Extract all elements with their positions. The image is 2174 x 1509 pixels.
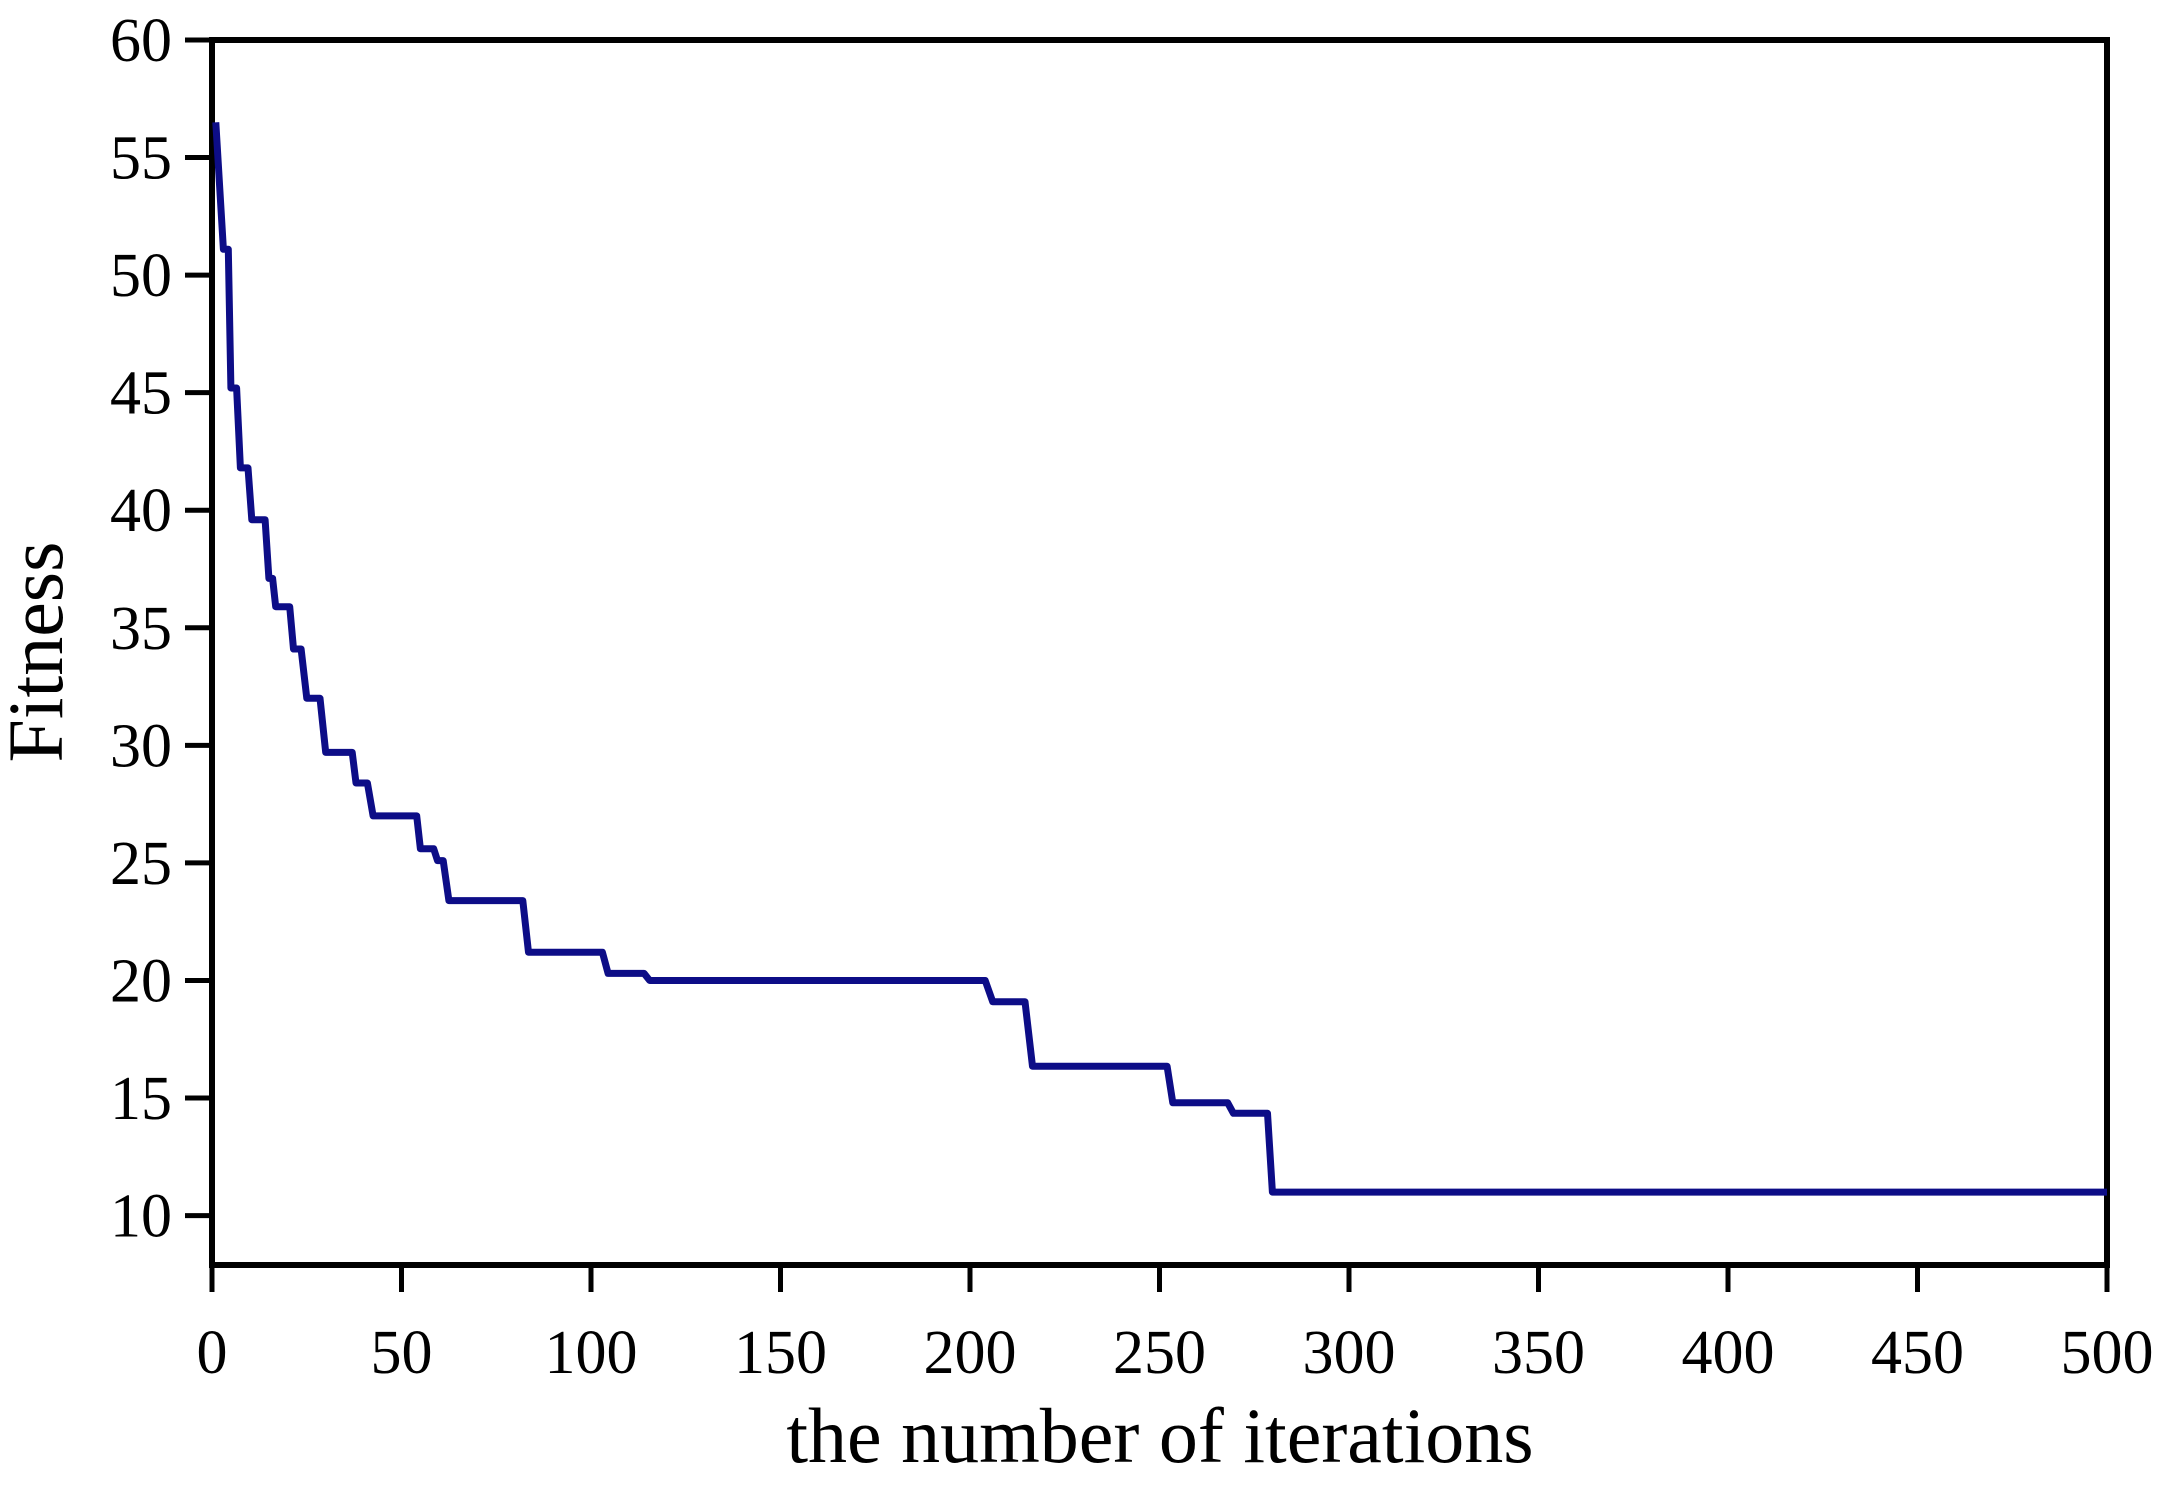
x-tick-label: 350 — [1492, 1319, 1585, 1387]
plot-frame — [209, 37, 2110, 1268]
y-tick-label: 10 — [110, 1183, 172, 1251]
x-tick-label: 50 — [371, 1319, 433, 1387]
y-tick-label: 20 — [110, 947, 172, 1015]
y-tick-label: 55 — [110, 125, 172, 193]
fitness-curve — [212, 122, 2107, 1196]
x-tick-label: 450 — [1871, 1319, 1964, 1387]
axis-tick-labels: 0 50 100 150 200 250 300 350 400 450 500 10 15 20 25 30… — [110, 7, 2154, 1387]
y-tick-label: 35 — [110, 595, 172, 663]
y-tick-label: 30 — [110, 712, 172, 780]
y-tick-label: 50 — [110, 242, 172, 310]
x-axis-title: the number of iterations — [786, 1392, 1533, 1479]
x-tick-label: 100 — [545, 1319, 638, 1387]
y-tick-label: 25 — [110, 830, 172, 898]
y-tick-label: 45 — [110, 360, 172, 428]
plot-border — [209, 37, 2110, 1268]
y-tick-label: 40 — [110, 477, 172, 545]
x-tick-label: 200 — [924, 1319, 1017, 1387]
x-tick-label: 150 — [734, 1319, 827, 1387]
y-tick-label: 15 — [110, 1065, 172, 1133]
axis-ticks — [185, 37, 2110, 1292]
x-tick-label: 400 — [1682, 1319, 1775, 1387]
x-tick-label: 250 — [1113, 1319, 1206, 1387]
x-tick-label: 300 — [1303, 1319, 1396, 1387]
y-axis-title: Fitness — [0, 541, 79, 762]
x-tick-label: 500 — [2061, 1319, 2154, 1387]
y-tick-label: 60 — [110, 7, 172, 75]
data-series — [212, 122, 2107, 1196]
x-tick-label: 0 — [197, 1319, 228, 1387]
